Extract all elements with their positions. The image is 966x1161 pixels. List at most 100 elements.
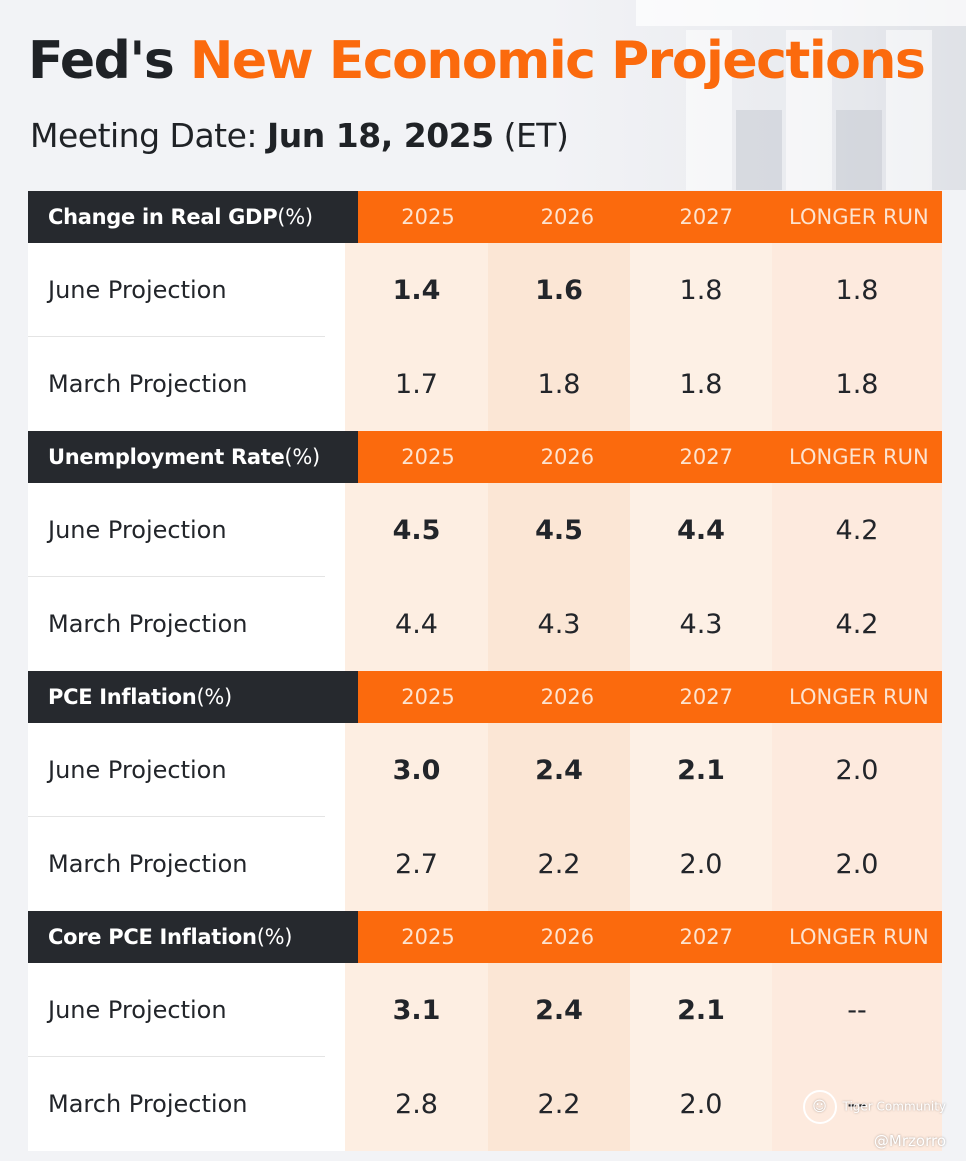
watermark-brand: Tiger Community bbox=[842, 1099, 947, 1114]
section-header-row: Change in Real GDP (%) 2025 2026 2027 LONGER … bbox=[28, 191, 942, 243]
watermark: ☺ Tiger Community @Mrzorro bbox=[802, 1090, 947, 1150]
section-category-label: Change in Real GDP (%) bbox=[28, 191, 359, 243]
table-row: March Projection 2.7 2.2 2.0 2.0 bbox=[28, 817, 942, 911]
building-column bbox=[786, 30, 832, 190]
table-row: March Projection 4.4 4.3 4.3 4.2 bbox=[28, 577, 942, 671]
meeting-date: Jun 18, 2025 bbox=[267, 116, 494, 155]
value-cell: -- bbox=[772, 963, 942, 1057]
column-header: 2026 bbox=[497, 431, 637, 483]
value-cell: 2.0 bbox=[772, 723, 942, 817]
value-cell: 4.3 bbox=[488, 577, 630, 671]
building-window bbox=[736, 110, 782, 190]
row-label-cell: June Projection bbox=[28, 483, 345, 577]
category-name: Change in Real GDP bbox=[48, 205, 278, 229]
category-name: PCE Inflation bbox=[48, 685, 197, 709]
section-category-label: PCE Inflation (%) bbox=[28, 671, 359, 723]
row-label-cell: March Projection bbox=[28, 337, 345, 431]
value-cell: 4.2 bbox=[772, 483, 942, 577]
table-row: March Projection 2.8 2.2 2.0 -- bbox=[28, 1057, 942, 1151]
column-header: 2026 bbox=[497, 191, 637, 243]
table-section: Unemployment Rate (%) 2025 2026 2027 LONGER R… bbox=[28, 431, 942, 671]
row-label-cell: March Projection bbox=[28, 1057, 345, 1151]
column-header: 2027 bbox=[636, 431, 776, 483]
value-cell: 1.8 bbox=[630, 243, 772, 337]
building-column bbox=[886, 30, 932, 190]
value-cell: 4.4 bbox=[345, 577, 488, 671]
value-cell: 2.4 bbox=[488, 963, 630, 1057]
value-cell: 4.3 bbox=[630, 577, 772, 671]
value-cell: 4.2 bbox=[772, 577, 942, 671]
value-cell: 1.8 bbox=[630, 337, 772, 431]
value-cell: 3.1 bbox=[345, 963, 488, 1057]
title-part-dark: Fed's bbox=[28, 31, 190, 91]
row-label: March Projection bbox=[28, 1057, 345, 1151]
table-section: Core PCE Inflation (%) 2025 2026 2027 LONGER … bbox=[28, 911, 942, 1151]
section-header-row: Unemployment Rate (%) 2025 2026 2027 LONGER R… bbox=[28, 431, 942, 483]
category-unit: (%) bbox=[277, 205, 313, 229]
value-cell: 2.8 bbox=[345, 1057, 488, 1151]
row-label: June Projection bbox=[28, 483, 325, 577]
table-row: March Projection 1.7 1.8 1.8 1.8 bbox=[28, 337, 942, 431]
section-category-label: Core PCE Inflation (%) bbox=[28, 911, 359, 963]
value-cell: 2.2 bbox=[488, 1057, 630, 1151]
value-cell: 4.5 bbox=[345, 483, 488, 577]
column-header: 2027 bbox=[636, 671, 776, 723]
value-cell: -- bbox=[772, 1057, 942, 1151]
column-header: LONGER RUN bbox=[775, 431, 942, 483]
value-cell: 3.0 bbox=[345, 723, 488, 817]
value-cell: 2.0 bbox=[772, 817, 942, 911]
page-title: Fed's New Economic Projections bbox=[28, 28, 926, 94]
category-name: Core PCE Inflation bbox=[48, 925, 257, 949]
section-category-label: Unemployment Rate (%) bbox=[28, 431, 359, 483]
table-row: June Projection 3.1 2.4 2.1 -- bbox=[28, 963, 942, 1057]
row-label-cell: June Projection bbox=[28, 963, 345, 1057]
value-cell: 1.8 bbox=[772, 337, 942, 431]
value-cell: 4.4 bbox=[630, 483, 772, 577]
building-column bbox=[686, 30, 732, 190]
meeting-date-line: Meeting Date: Jun 18, 2025 (ET) bbox=[30, 112, 569, 160]
row-label: June Projection bbox=[28, 963, 325, 1057]
row-label: March Projection bbox=[28, 337, 345, 431]
table-section: PCE Inflation (%) 2025 2026 2027 LONGER RUN Ju… bbox=[28, 671, 942, 911]
column-header: 2027 bbox=[636, 911, 776, 963]
meeting-timezone: (ET) bbox=[493, 116, 569, 155]
column-header: 2025 bbox=[358, 431, 498, 483]
row-label-cell: March Projection bbox=[28, 817, 345, 911]
value-cell: 2.7 bbox=[345, 817, 488, 911]
value-cell: 2.0 bbox=[630, 817, 772, 911]
category-unit: (%) bbox=[284, 445, 320, 469]
value-cell: 4.5 bbox=[488, 483, 630, 577]
background-building-image bbox=[546, 0, 966, 190]
row-label: June Projection bbox=[28, 723, 325, 817]
column-header: 2026 bbox=[497, 911, 637, 963]
column-header: LONGER RUN bbox=[775, 671, 942, 723]
title-part-accent: New Economic Projections bbox=[189, 31, 926, 91]
value-cell: 1.8 bbox=[488, 337, 630, 431]
value-cell: 2.2 bbox=[488, 817, 630, 911]
tiger-community-logo-icon: ☺ bbox=[802, 1090, 837, 1124]
row-label-cell: March Projection bbox=[28, 577, 345, 671]
row-label: March Projection bbox=[28, 577, 345, 671]
column-header: 2025 bbox=[358, 191, 498, 243]
row-label-cell: June Projection bbox=[28, 723, 345, 817]
column-header: 2027 bbox=[636, 191, 776, 243]
table-row: June Projection 3.0 2.4 2.1 2.0 bbox=[28, 723, 942, 817]
column-header: LONGER RUN bbox=[775, 911, 942, 963]
building-window bbox=[836, 110, 882, 190]
row-label: March Projection bbox=[28, 817, 345, 911]
category-name: Unemployment Rate bbox=[48, 445, 285, 469]
table-row: June Projection 4.5 4.5 4.4 4.2 bbox=[28, 483, 942, 577]
projections-table: Change in Real GDP (%) 2025 2026 2027 LONGER … bbox=[28, 191, 942, 1151]
section-header-row: Core PCE Inflation (%) 2025 2026 2027 LONGER … bbox=[28, 911, 942, 963]
row-label: June Projection bbox=[28, 243, 325, 337]
building-roof bbox=[636, 0, 966, 26]
value-cell: 1.4 bbox=[345, 243, 488, 337]
table-section: Change in Real GDP (%) 2025 2026 2027 LONGER … bbox=[28, 191, 942, 431]
value-cell: 2.4 bbox=[488, 723, 630, 817]
value-cell: 2.0 bbox=[630, 1057, 772, 1151]
column-header: 2025 bbox=[358, 671, 498, 723]
value-cell: 1.8 bbox=[772, 243, 942, 337]
column-header: 2025 bbox=[358, 911, 498, 963]
watermark-handle: @Mrzorro bbox=[873, 1132, 946, 1150]
value-cell: 1.7 bbox=[345, 337, 488, 431]
